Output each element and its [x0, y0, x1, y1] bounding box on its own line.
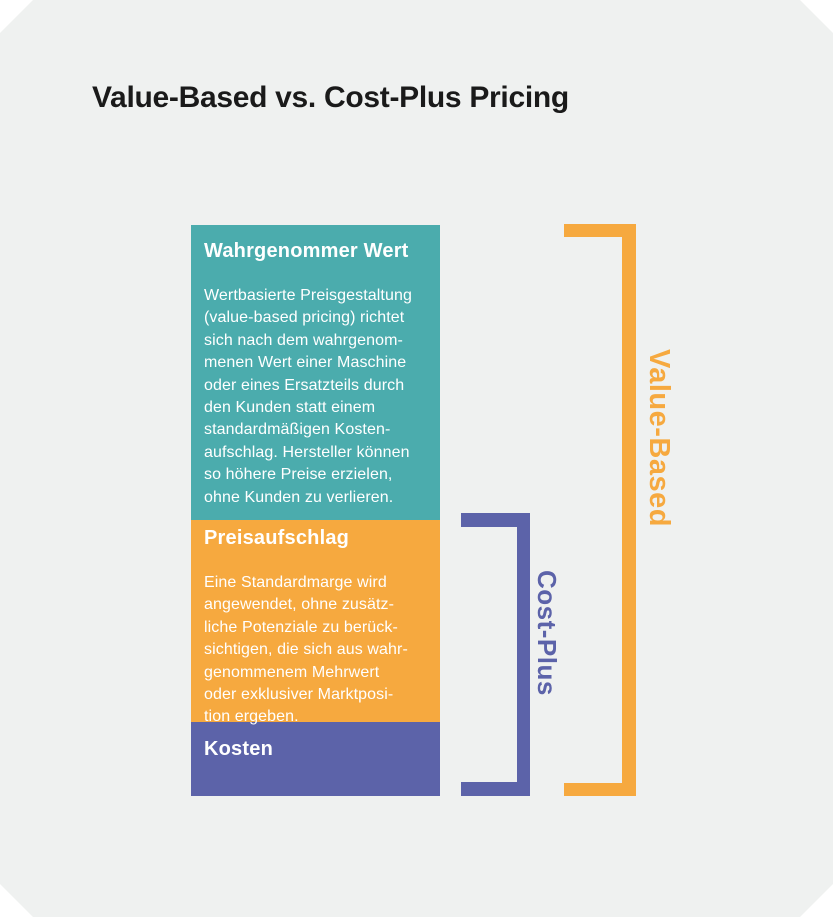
- block-costs: Kosten: [191, 722, 440, 796]
- block-markup-body: Eine Standardmarge wird angewendet, ohne…: [204, 574, 408, 726]
- block-perceived-value-body: Wertbasierte Preisgestaltung (value-base…: [204, 287, 412, 506]
- block-markup: Preisaufschlag Eine Standardmarge wird a…: [191, 520, 440, 725]
- page-title: Value-Based vs. Cost-Plus Pricing: [92, 81, 569, 114]
- block-costs-heading: Kosten: [204, 738, 273, 760]
- block-perceived-value: Wahrgenommer Wert Wertbasierte Preisgest…: [191, 225, 440, 520]
- block-perceived-value-heading: Wahrgenommer Wert: [204, 240, 409, 262]
- cost-plus-bracket: [461, 513, 530, 796]
- value-based-bracket: [564, 224, 636, 796]
- block-markup-heading: Preisaufschlag: [204, 527, 350, 549]
- pricing-stack: Wahrgenommer Wert Wertbasierte Preisgest…: [191, 225, 440, 796]
- cost-plus-label: Cost-Plus: [532, 570, 562, 696]
- value-based-label: Value-Based: [643, 349, 675, 527]
